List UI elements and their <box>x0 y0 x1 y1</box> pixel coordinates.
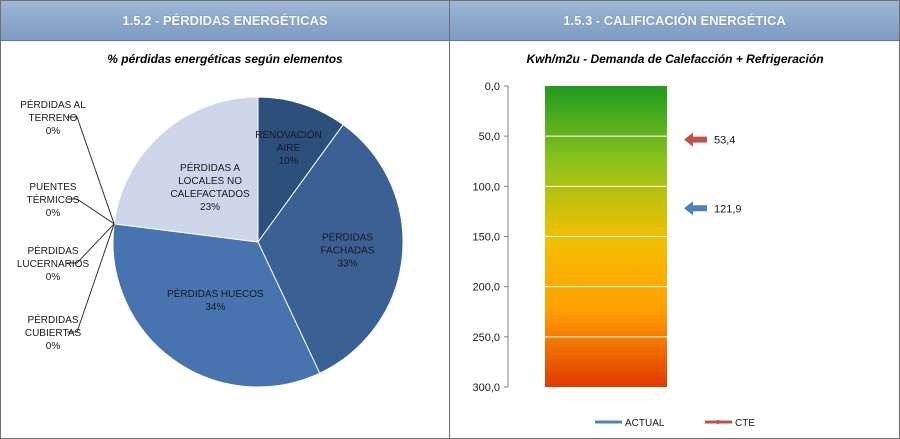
arrow-marker-cte <box>684 132 707 147</box>
rating-chart-title: Kwh/m2u - Demanda de Calefacción + Refri… <box>526 52 823 66</box>
pie-label-6-line: PÉRDIDAS AL <box>20 98 86 111</box>
pie-slice-2 <box>112 223 321 388</box>
legend-marker-cte <box>716 420 720 424</box>
pie-label-5-percent: 0% <box>46 208 61 219</box>
pie-label-4: PÉRDIDAS LUCERNARIOS 0% <box>17 244 90 283</box>
y-axis-tick-label: 50,0 <box>479 131 500 143</box>
pie-leader-line-3 <box>67 223 115 333</box>
pie-leader-line-4 <box>67 223 115 264</box>
y-axis-tick-label: 300,0 <box>472 382 500 394</box>
legend-label-actual: ACTUAL <box>625 418 665 429</box>
pie-label-5-line: PUENTES <box>29 182 77 193</box>
rating-chart: Kwh/m2u - Demanda de Calefacción + Refri… <box>472 52 823 429</box>
pie-label-0-line: AIRE <box>277 143 301 154</box>
pie-label-2-line: PÉRDIDAS HUECOS <box>167 287 264 300</box>
arrow-value-cte: 53,4 <box>714 135 735 147</box>
pie-label-3-line: PÉRDIDAS <box>27 313 78 326</box>
pie-label-4-line: PÉRDIDAS <box>27 244 78 257</box>
arrow-value-actual: 121,9 <box>714 203 742 215</box>
pie-label-3-percent: 0% <box>46 341 61 352</box>
pie-label-6-line: TERRENO <box>29 113 78 124</box>
pie-label-5-line: TÉRMICOS <box>27 193 80 206</box>
pie-label-0-percent: 10% <box>278 156 298 167</box>
pie-label-6: PÉRDIDAS AL TERRENO 0% <box>20 98 86 137</box>
pie-label-1-line: PÉRDIDAS <box>322 230 373 243</box>
pie-slice-7 <box>113 96 259 243</box>
pie-label-7-line: CALEFACTADOS <box>170 189 250 200</box>
pie-label-3-line: CUBIERTAS <box>25 328 82 339</box>
pie-label-3: PÉRDIDAS CUBIERTAS 0% <box>25 313 82 352</box>
pie-label-1: PÉRDIDAS FACHADAS 33% <box>321 230 375 269</box>
rating-panel-header: 1.5.3 - CALIFICACIÓN ENERGÉTICA <box>450 1 899 41</box>
pie-label-0-line: RENOVACIÓN <box>255 128 322 141</box>
y-axis-tick-label: 200,0 <box>472 282 500 294</box>
y-axis-tick-label: 0,0 <box>485 81 500 93</box>
pie-label-7-percent: 23% <box>200 202 220 213</box>
pie-label-7-line: LOCALES NO <box>178 176 242 187</box>
pie-slice-0 <box>257 96 344 244</box>
pie-label-7-line: PÉRDIDAS A <box>180 161 240 174</box>
pie-label-4-line: LUCERNARIOS <box>17 259 90 270</box>
y-axis-tick-label: 100,0 <box>472 181 500 193</box>
rating-panel: 1.5.3 - CALIFICACIÓN ENERGÉTICA Kwh/m2u … <box>450 1 899 438</box>
pie-label-1-line: FACHADAS <box>321 245 375 256</box>
y-axis-tick-label: 150,0 <box>472 232 500 244</box>
arrow-marker-actual <box>684 201 707 216</box>
pie-label-2-percent: 34% <box>205 302 225 313</box>
pie-label-1-percent: 33% <box>337 258 357 269</box>
y-axis-tick-label: 250,0 <box>472 332 500 344</box>
pie-label-0: RENOVACIÓN AIRE 10% <box>255 128 322 167</box>
pie-leader-line-5 <box>67 198 115 225</box>
pie-label-4-percent: 0% <box>46 272 61 283</box>
pie-label-6-percent: 0% <box>46 126 61 137</box>
losses-panel: 1.5.2 - PÉRDIDAS ENERGÉTICAS % pérdidas … <box>1 1 450 438</box>
pie-slice-1 <box>257 123 404 374</box>
pie-label-5: PUENTES TÉRMICOS 0% <box>27 182 80 219</box>
losses-panel-header: 1.5.2 - PÉRDIDAS ENERGÉTICAS <box>1 1 449 41</box>
pie-leader-line-6 <box>67 116 115 224</box>
pie-label-2: PÉRDIDAS HUECOS 34% <box>167 287 264 313</box>
pie-label-7: PÉRDIDAS A LOCALES NO CALEFACTADOS 23% <box>170 161 250 213</box>
legend-label-cte: CTE <box>735 418 755 429</box>
pie-chart-title: % pérdidas energéticas según elementos <box>107 52 343 66</box>
pie-chart: % pérdidas energéticas según elementos R… <box>17 52 404 388</box>
